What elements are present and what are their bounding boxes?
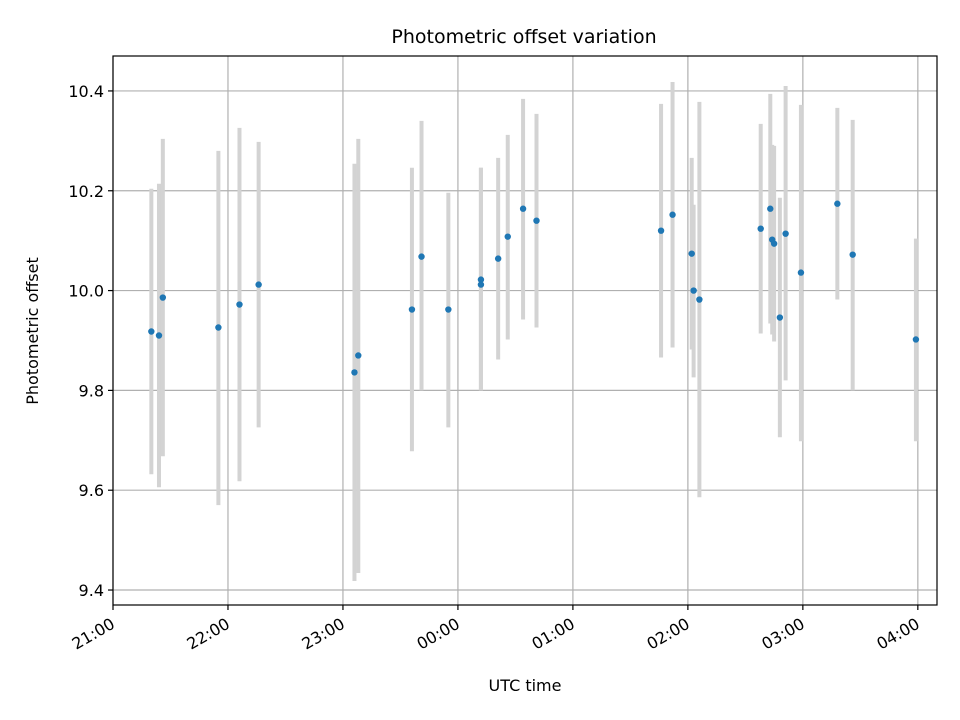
data-point [834,200,841,207]
y-tick-label: 10.2 [68,182,104,201]
data-point [159,294,167,301]
plot-frame [112,55,938,606]
data-point [776,314,784,321]
y-tick-label: 9.4 [79,581,104,600]
data-point [445,306,452,313]
data-point [782,230,789,237]
data-point [757,225,764,232]
data-point [770,240,778,247]
data-point [690,287,697,294]
data-point [355,352,362,359]
data-point [155,332,163,339]
chart-title: Photometric offset variation [391,26,656,48]
data-point [494,255,502,262]
data-point [519,205,527,212]
data-point [688,250,695,257]
data-point [477,276,485,283]
data-point [767,205,774,212]
y-tick-label: 9.8 [79,381,104,400]
data-point [912,336,920,343]
data-point [148,328,155,335]
x-axis-label: UTC time [489,676,562,695]
data-point [696,296,703,303]
data-point [255,281,262,288]
data-point [669,211,676,218]
data-point [418,253,425,260]
y-tick-label: 10.4 [68,82,104,101]
data-point [408,306,416,313]
data-point [215,324,222,331]
data-point [657,227,665,234]
data-points [148,200,920,376]
data-point [797,269,805,276]
data-point [533,217,540,224]
y-tick-label: 9.6 [79,481,104,500]
data-point [504,233,511,240]
data-point [236,301,243,308]
y-axis-label: Photometric offset [23,257,42,405]
data-point [849,251,856,258]
y-axis-ticks: 9.4 9.6 9.8 10.0 10.2 10.4 [68,82,113,600]
data-point [477,281,485,288]
y-tick-label: 10.0 [68,282,104,301]
data-point [351,369,358,376]
